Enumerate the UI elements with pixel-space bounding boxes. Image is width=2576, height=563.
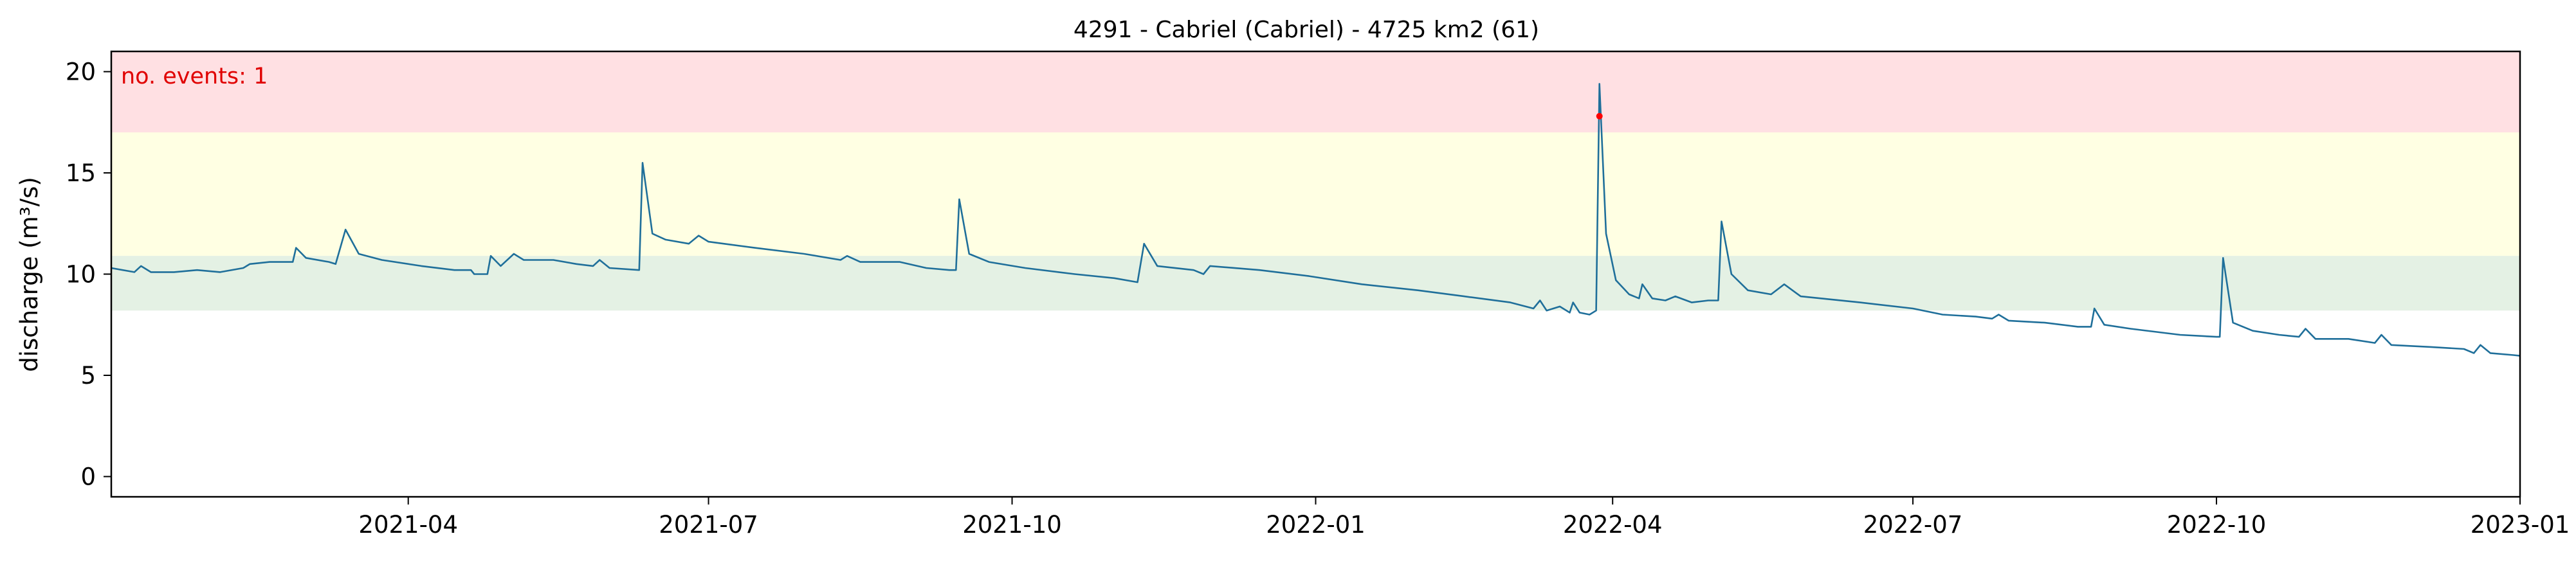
threshold-band-3 bbox=[111, 256, 2520, 311]
threshold-band-1 bbox=[111, 51, 2520, 132]
x-tick-label-5: 2022-04 bbox=[1563, 511, 1663, 539]
x-tick-label-8: 2023-01 bbox=[2471, 511, 2570, 539]
x-tick-label-4: 2022-01 bbox=[1266, 511, 1366, 539]
events-annotation: no. events: 1 bbox=[121, 64, 268, 89]
y-tick-label-5: 20 bbox=[66, 58, 96, 86]
x-tick-label-7: 2022-10 bbox=[2167, 511, 2267, 539]
y-tick-label-2: 5 bbox=[80, 362, 96, 389]
threshold-band-2 bbox=[111, 132, 2520, 256]
y-tick-label-4: 15 bbox=[66, 159, 96, 187]
x-tick-label-3: 2021-10 bbox=[962, 511, 1062, 539]
y-tick-label-3: 10 bbox=[66, 261, 96, 289]
plot-area bbox=[111, 51, 2520, 357]
x-tick-label-2: 2021-07 bbox=[659, 511, 758, 539]
y-axis-label: discharge (m³/s) bbox=[15, 177, 43, 372]
discharge-line-1 bbox=[111, 83, 2520, 357]
x-tick-label-6: 2022-07 bbox=[1863, 511, 1963, 539]
y-tick-label-1: 0 bbox=[80, 463, 96, 491]
event-marker-1 bbox=[1596, 112, 1603, 120]
chart-title: 4291 - Cabriel (Cabriel) - 4725 km2 (61) bbox=[1073, 17, 1539, 43]
x-tick-label-1: 2021-04 bbox=[358, 511, 458, 539]
axes: 2021-04 2021-07 2021-10 2022-01 2022-04 2022-… bbox=[66, 50, 2570, 539]
